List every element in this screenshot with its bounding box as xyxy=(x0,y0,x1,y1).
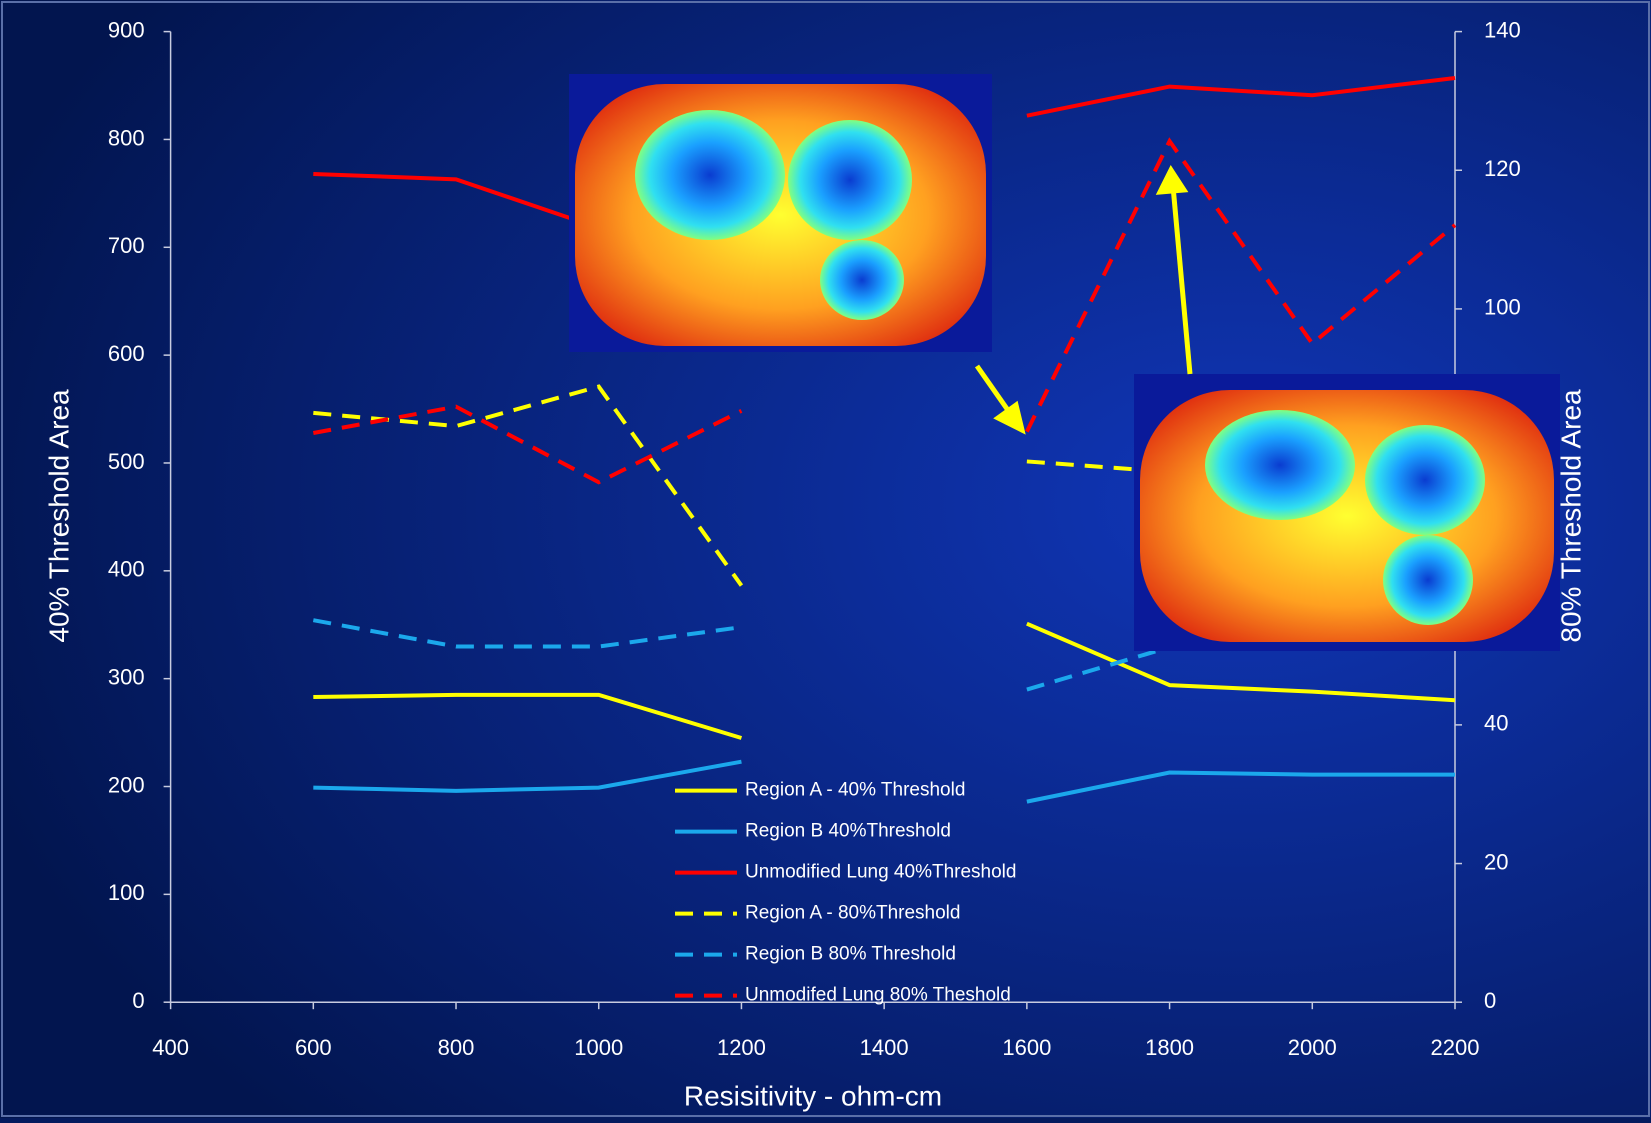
y-tick-label: 0 xyxy=(132,988,144,1013)
y2-tick-label: 100 xyxy=(1484,295,1521,320)
y-tick-label: 900 xyxy=(108,17,145,42)
inset-image xyxy=(1134,374,1560,651)
y-tick-label: 100 xyxy=(108,880,145,905)
legend-label: Unmodified Lung 40%Threshold xyxy=(745,862,1016,883)
y-tick-label: 800 xyxy=(108,125,145,150)
y-tick-label: 400 xyxy=(108,557,145,582)
y-tick-label: 600 xyxy=(108,341,145,366)
legend-label: Region A - 40% Threshold xyxy=(745,780,965,801)
heatmap xyxy=(1140,390,1554,642)
y2-tick-label: 40 xyxy=(1484,711,1508,736)
y-tick-label: 500 xyxy=(108,449,145,474)
lung-region xyxy=(1205,410,1355,520)
y2-axis-title: 80% Threshold Area xyxy=(1555,389,1586,643)
x-tick-label: 1800 xyxy=(1145,1035,1194,1060)
x-tick-label: 2200 xyxy=(1431,1035,1480,1060)
x-tick-label: 1200 xyxy=(717,1035,766,1060)
lung-region xyxy=(788,120,912,240)
y-tick-label: 300 xyxy=(108,664,145,689)
legend-label: Unmodifed Lung 80% Theshold xyxy=(745,985,1011,1006)
heatmap xyxy=(575,84,986,346)
inset-image xyxy=(569,74,992,352)
x-tick-label: 400 xyxy=(152,1035,189,1060)
legend-label: Region A - 80%Threshold xyxy=(745,903,960,924)
x-axis-title: Resisitivity - ohm-cm xyxy=(684,1080,942,1111)
y-tick-label: 700 xyxy=(108,233,145,258)
lung-region xyxy=(1365,425,1485,535)
x-tick-label: 800 xyxy=(438,1035,475,1060)
legend-label: Region B 40%Threshold xyxy=(745,821,951,842)
y-axis-title: 40% Threshold Area xyxy=(43,389,74,643)
x-tick-label: 1400 xyxy=(860,1035,909,1060)
lung-region xyxy=(635,110,785,240)
lung-region xyxy=(820,240,904,320)
x-tick-label: 600 xyxy=(295,1035,332,1060)
y2-tick-label: 140 xyxy=(1484,17,1521,42)
x-tick-label: 1000 xyxy=(574,1035,623,1060)
x-tick-label: 2000 xyxy=(1288,1035,1337,1060)
y2-tick-label: 0 xyxy=(1484,988,1496,1013)
y2-tick-label: 120 xyxy=(1484,156,1521,181)
lung-region xyxy=(1383,535,1473,625)
legend-label: Region B 80% Threshold xyxy=(745,944,956,965)
y-tick-label: 200 xyxy=(108,772,145,797)
y2-tick-label: 20 xyxy=(1484,849,1508,874)
chart: 40% Threshold Area 80% Threshold Area Re… xyxy=(0,0,1651,1118)
x-tick-label: 1600 xyxy=(1002,1035,1051,1060)
